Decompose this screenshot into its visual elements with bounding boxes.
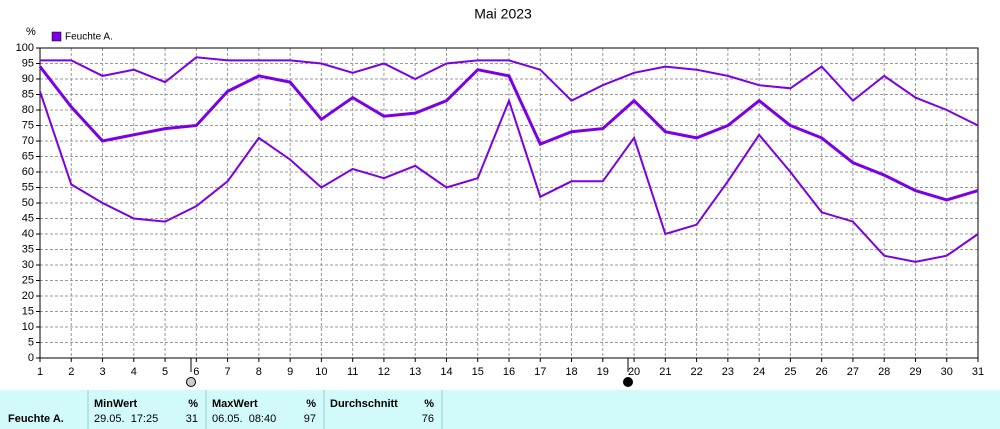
x-tick-label: 10 — [315, 366, 327, 378]
y-tick-label: 60 — [22, 166, 34, 178]
y-tick-label: 95 — [22, 57, 34, 69]
y-tick-label: 75 — [22, 119, 34, 131]
x-tick-label: 26 — [816, 366, 828, 378]
x-tick-label: 15 — [472, 366, 484, 378]
x-tick-label: 6 — [193, 366, 199, 378]
y-tick-label: 70 — [22, 135, 34, 147]
x-tick-label: 14 — [440, 366, 452, 378]
y-tick-label: 5 — [28, 336, 34, 348]
x-tick-label: 9 — [287, 366, 293, 378]
x-tick-label: 31 — [972, 366, 984, 378]
x-tick-label: 4 — [131, 366, 137, 378]
x-tick-label: 1 — [37, 366, 43, 378]
column-time: 06.05. 08:40 — [212, 413, 276, 425]
x-tick-label: 2 — [68, 366, 74, 378]
column-header: Durchschnitt — [330, 398, 398, 410]
y-tick-label: 20 — [22, 290, 34, 302]
x-tick-label: 27 — [847, 366, 859, 378]
legend-label: Feuchte A. — [65, 32, 113, 43]
y-tick-label: 90 — [22, 73, 34, 85]
x-tick-label: 8 — [256, 366, 262, 378]
column-value: 31 — [186, 413, 198, 425]
x-tick-label: 20 — [628, 366, 640, 378]
marker — [623, 377, 633, 387]
x-tick-label: 25 — [784, 366, 796, 378]
row-label: Feuchte A. — [8, 413, 64, 425]
y-tick-label: 30 — [22, 259, 34, 271]
stats-panel — [0, 390, 1000, 429]
y-tick-label: 45 — [22, 212, 34, 224]
x-tick-label: 7 — [225, 366, 231, 378]
x-tick-label: 24 — [753, 366, 765, 378]
marker — [186, 377, 196, 387]
x-tick-label: 17 — [534, 366, 546, 378]
y-tick-label: 35 — [22, 243, 34, 255]
x-tick-label: 28 — [878, 366, 890, 378]
plot-border — [39, 47, 979, 359]
y-tick-label: 25 — [22, 274, 34, 286]
x-tick-label: 30 — [941, 366, 953, 378]
data-line — [39, 91, 979, 263]
column-time: 29.05. 17:25 — [94, 413, 158, 425]
y-tick-label: 10 — [22, 321, 34, 333]
x-tick-label: 11 — [347, 366, 358, 378]
data-line — [40, 56, 979, 127]
x-tick-label: 5 — [162, 366, 168, 378]
x-tick-label: 29 — [909, 366, 921, 378]
y-tick-label: 15 — [22, 305, 34, 317]
column-value: 97 — [304, 413, 316, 425]
column-unit: % — [188, 398, 198, 410]
chart-title: Mai 2023 — [474, 6, 532, 22]
x-tick-label: 23 — [722, 366, 734, 378]
plot: 0510152025303540455055606570758085909510… — [16, 42, 984, 378]
x-tick-label: 16 — [503, 366, 515, 378]
legend-swatch — [51, 31, 62, 42]
x-tick-label: 3 — [99, 366, 105, 378]
y-tick-label: 50 — [22, 197, 34, 209]
y-axis-label: % — [26, 26, 36, 38]
x-tick-label: 18 — [565, 366, 577, 378]
stats-table: Feuchte A. MinWert % 29.05. 17:25 31 MaxWert%… — [8, 390, 443, 429]
x-tick-label: 19 — [597, 366, 609, 378]
y-tick-label: 85 — [22, 88, 34, 100]
column-unit: % — [424, 398, 434, 410]
data-line — [38, 65, 979, 202]
y-tick-label: 40 — [22, 228, 34, 240]
x-tick-label: 21 — [659, 366, 671, 378]
x-tick-label: 22 — [690, 366, 702, 378]
y-tick-label: 100 — [16, 42, 34, 54]
column-header: MaxWert — [212, 398, 258, 410]
y-tick-label: 0 — [28, 352, 34, 364]
x-tick-label: 13 — [409, 366, 421, 378]
column-header: MinWert — [94, 398, 138, 410]
x-tick-label: 12 — [378, 366, 390, 378]
column-unit: % — [306, 398, 316, 410]
column-value: 76 — [422, 413, 434, 425]
y-tick-label: 55 — [22, 181, 34, 193]
y-tick-label: 65 — [22, 150, 34, 162]
y-tick-label: 80 — [22, 104, 34, 116]
